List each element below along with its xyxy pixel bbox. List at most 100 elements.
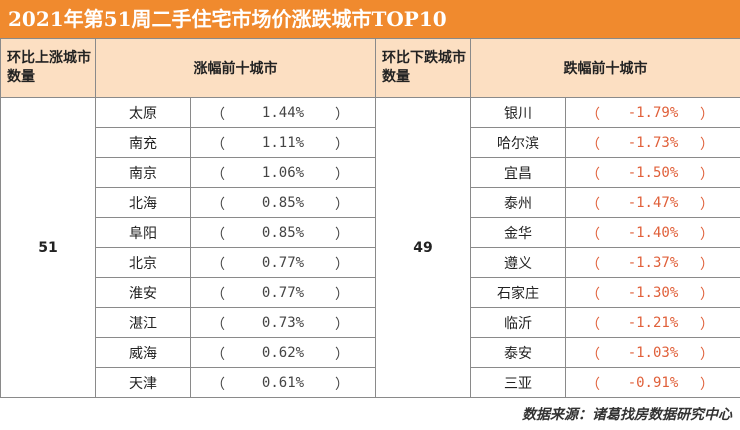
paren-close: ）: [700, 197, 714, 213]
paren-open: （: [586, 107, 600, 123]
table-row: 阜阳 （ 0.85% ） 金华 （ -1.40% ）: [1, 217, 740, 248]
paren-open: （: [211, 287, 225, 303]
up-city-name: 北海: [95, 187, 191, 218]
up-percent: 1.06%: [261, 164, 305, 181]
table-body: 51 太原 （ 1.44% ） 49 银川 （ -1.79% ） 南充 （ 1.11% ） 哈尔滨 （ -1.7…: [0, 97, 740, 398]
up-percent: 0.73%: [261, 314, 305, 331]
up-city-name: 湛江: [95, 307, 191, 338]
down-city-name: 宜昌: [470, 157, 566, 188]
up-city-name: 威海: [95, 337, 191, 368]
up-change-value: （ 0.77% ）: [190, 277, 376, 308]
up-city-name: 阜阳: [95, 217, 191, 248]
up-percent: 1.11%: [261, 134, 305, 151]
down-city-name: 石家庄: [470, 277, 566, 308]
down-percent: -1.47%: [627, 194, 679, 211]
paren-close: ）: [335, 107, 349, 123]
up-percent: 0.77%: [261, 284, 305, 301]
down-change-value: （ -1.40% ）: [565, 217, 740, 248]
up-count-label: 环比上涨城市数量: [0, 38, 96, 98]
up-top10-title: 涨幅前十城市: [95, 38, 376, 98]
paren-close: ）: [700, 347, 714, 363]
paren-open: （: [586, 377, 600, 393]
up-change-value: （ 0.77% ）: [190, 247, 376, 278]
down-change-value: （ -1.37% ）: [565, 247, 740, 278]
down-city-name: 泰安: [470, 337, 566, 368]
paren-open: （: [211, 167, 225, 183]
paren-close: ）: [700, 137, 714, 153]
down-change-value: （ -1.30% ）: [565, 277, 740, 308]
table-row: 北京 （ 0.77% ） 遵义 （ -1.37% ）: [1, 247, 740, 278]
paren-open: （: [211, 257, 225, 273]
down-percent: -1.03%: [627, 344, 679, 361]
down-city-name: 银川: [470, 97, 566, 128]
down-city-name: 三亚: [470, 367, 566, 398]
paren-open: （: [586, 347, 600, 363]
data-source: 数据来源：诸葛找房数据研究中心: [522, 407, 732, 423]
table-row: 南充 （ 1.11% ） 哈尔滨 （ -1.73% ）: [1, 127, 740, 158]
down-change-value: （ -1.03% ）: [565, 337, 740, 368]
up-city-name: 北京: [95, 247, 191, 278]
up-percent: 0.85%: [261, 224, 305, 241]
ranking-table: 环比上涨城市数量 涨幅前十城市 环比下跌城市数量 跌幅前十城市 51 太原 （ 1.4…: [0, 38, 740, 398]
down-percent: -1.79%: [627, 104, 679, 121]
down-city-name: 临沂: [470, 307, 566, 338]
down-count-label: 环比下跌城市数量: [375, 38, 471, 98]
up-change-value: （ 0.85% ）: [190, 187, 376, 218]
down-city-name: 遵义: [470, 247, 566, 278]
paren-open: （: [211, 347, 225, 363]
up-city-name: 天津: [95, 367, 191, 398]
down-change-value: （ -1.73% ）: [565, 127, 740, 158]
down-change-value: （ -0.91% ）: [565, 367, 740, 398]
paren-close: ）: [335, 287, 349, 303]
paren-open: （: [586, 287, 600, 303]
down-percent: -1.73%: [627, 134, 679, 151]
paren-close: ）: [335, 137, 349, 153]
paren-close: ）: [335, 227, 349, 243]
paren-open: （: [211, 227, 225, 243]
paren-open: （: [211, 137, 225, 153]
paren-open: （: [211, 317, 225, 333]
up-percent: 1.44%: [261, 104, 305, 121]
down-percent: -0.91%: [627, 374, 679, 391]
up-percent: 0.85%: [261, 194, 305, 211]
down-top10-title: 跌幅前十城市: [470, 38, 740, 98]
paren-close: ）: [700, 287, 714, 303]
paren-open: （: [211, 107, 225, 123]
up-change-value: （ 0.73% ）: [190, 307, 376, 338]
paren-close: ）: [335, 167, 349, 183]
paren-close: ）: [335, 257, 349, 273]
up-percent: 0.77%: [261, 254, 305, 271]
paren-open: （: [211, 197, 225, 213]
up-percent: 0.62%: [261, 344, 305, 361]
table-row: 威海 （ 0.62% ） 泰安 （ -1.03% ）: [1, 337, 740, 368]
up-city-name: 淮安: [95, 277, 191, 308]
paren-open: （: [586, 257, 600, 273]
down-city-name: 泰州: [470, 187, 566, 218]
paren-open: （: [586, 317, 600, 333]
down-percent: -1.50%: [627, 164, 679, 181]
up-percent: 0.61%: [261, 374, 305, 391]
page-title: 2021年第51周二手住宅市场价涨跌城市TOP10: [0, 0, 740, 38]
up-city-name: 南充: [95, 127, 191, 158]
paren-close: ）: [700, 227, 714, 243]
paren-close: ）: [700, 377, 714, 393]
down-percent: -1.40%: [627, 224, 679, 241]
down-percent: -1.37%: [627, 254, 679, 271]
down-change-value: （ -1.50% ）: [565, 157, 740, 188]
down-change-value: （ -1.47% ）: [565, 187, 740, 218]
paren-close: ）: [700, 167, 714, 183]
down-city-name: 哈尔滨: [470, 127, 566, 158]
down-city-count: 49: [375, 97, 471, 398]
paren-close: ）: [335, 377, 349, 393]
down-city-name: 金华: [470, 217, 566, 248]
up-city-count: 51: [0, 97, 96, 398]
down-percent: -1.21%: [627, 314, 679, 331]
up-city-name: 南京: [95, 157, 191, 188]
table-row: 天津 （ 0.61% ） 三亚 （ -0.91% ）: [1, 367, 740, 398]
paren-close: ）: [335, 317, 349, 333]
paren-open: （: [586, 197, 600, 213]
paren-open: （: [211, 377, 225, 393]
up-change-value: （ 0.85% ）: [190, 217, 376, 248]
table-row: 湛江 （ 0.73% ） 临沂 （ -1.21% ）: [1, 307, 740, 338]
down-change-value: （ -1.79% ）: [565, 97, 740, 128]
